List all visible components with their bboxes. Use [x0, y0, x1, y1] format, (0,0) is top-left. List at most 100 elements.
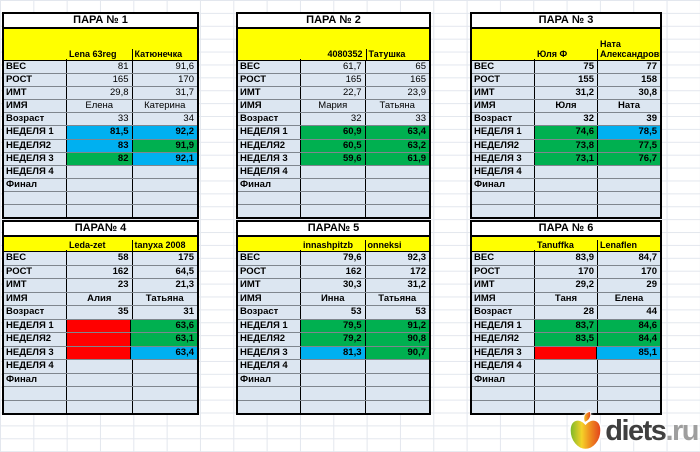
value-cell[interactable]: 23,9 [407, 87, 427, 99]
value-cell[interactable]: 35 [67, 306, 133, 319]
row-label-cell[interactable] [472, 191, 535, 205]
row-label-cell[interactable]: Финал [238, 178, 301, 191]
value-cell[interactable] [366, 387, 430, 400]
value-cell[interactable]: 170 [178, 74, 194, 86]
value-cell[interactable]: 58 [67, 252, 133, 265]
value-cell[interactable] [366, 166, 430, 178]
value-cell[interactable]: 91,6 [175, 61, 195, 72]
row-label-cell[interactable] [238, 191, 301, 205]
value-cell[interactable]: 83,5 [535, 333, 598, 346]
row-label-cell[interactable]: НЕДЕЛЯ 1 [238, 319, 301, 332]
header-corner-cell[interactable] [238, 250, 301, 251]
value-cell[interactable] [133, 360, 198, 373]
row-label-cell[interactable]: ИМЯ [238, 292, 301, 305]
value-cell[interactable]: 91,9 [132, 139, 197, 152]
value-cell[interactable]: 65 [415, 61, 426, 72]
value-cell[interactable]: 81,3 [301, 346, 366, 359]
row-label-cell[interactable]: НЕДЕЛЯ 4 [238, 165, 301, 178]
value-cell[interactable]: 53 [415, 306, 426, 317]
value-cell[interactable]: 31,7 [175, 87, 195, 99]
value-cell[interactable] [67, 333, 131, 346]
row-label-cell[interactable]: ИМЯ [472, 100, 535, 113]
row-label-cell[interactable]: НЕДЕЛЯ2 [238, 333, 301, 346]
row-label-cell[interactable]: ИМТ [238, 87, 301, 100]
value-cell[interactable]: 82 [67, 152, 133, 165]
participant-name-cell[interactable]: Катюнечка [134, 49, 183, 59]
value-cell[interactable] [301, 400, 366, 413]
value-cell[interactable] [366, 205, 430, 217]
row-label-cell[interactable]: Финал [472, 178, 535, 191]
value-cell[interactable] [598, 387, 660, 400]
value-cell[interactable] [67, 373, 133, 386]
value-cell[interactable] [133, 166, 198, 178]
value-cell[interactable]: 61,7 [301, 61, 366, 74]
participant-name-cell[interactable]: Татушка [368, 49, 406, 59]
value-cell[interactable]: 90,8 [365, 333, 429, 346]
row-label-cell[interactable]: ИМТ [4, 87, 67, 100]
row-label-cell[interactable]: НЕДЕЛЯ 1 [472, 126, 535, 139]
value-cell[interactable] [366, 374, 430, 387]
value-cell[interactable] [598, 166, 660, 178]
value-cell[interactable] [535, 346, 597, 359]
value-cell[interactable] [301, 178, 366, 191]
value-cell[interactable] [67, 387, 133, 400]
value-cell[interactable]: 79,6 [301, 252, 366, 265]
value-cell[interactable]: 73,8 [535, 139, 598, 152]
value-cell[interactable] [67, 178, 133, 191]
row-label-cell[interactable]: ВЕС [4, 61, 67, 74]
row-label-cell[interactable]: НЕДЕЛЯ 1 [238, 126, 301, 139]
header-corner-cell[interactable] [472, 59, 535, 60]
participant-name-cell[interactable]: Leda-zet [67, 240, 133, 251]
value-cell[interactable]: 32 [301, 113, 366, 126]
participant-name-cell[interactable]: Tanuffka [535, 240, 598, 251]
value-cell[interactable] [598, 205, 660, 217]
row-label-cell[interactable]: НЕДЕЛЯ 4 [472, 360, 535, 373]
row-label-cell[interactable]: НЕДЕЛЯ2 [472, 333, 535, 346]
value-cell[interactable]: 170 [535, 265, 598, 278]
value-cell[interactable] [301, 205, 366, 218]
row-label-cell[interactable]: ВЕС [238, 61, 301, 74]
row-label-cell[interactable]: Возраст [238, 306, 301, 319]
value-cell[interactable]: 90,7 [365, 346, 429, 359]
value-cell[interactable] [598, 360, 660, 373]
value-cell[interactable]: 60,9 [301, 126, 366, 139]
value-cell[interactable]: 85,1 [596, 346, 660, 359]
value-cell[interactable]: 34 [183, 113, 194, 125]
row-label-cell[interactable]: ИМЯ [238, 100, 301, 113]
value-cell[interactable] [301, 165, 366, 178]
value-cell[interactable] [301, 387, 366, 400]
row-label-cell[interactable]: НЕДЕЛЯ 1 [4, 319, 67, 332]
value-cell[interactable] [366, 192, 430, 204]
row-label-cell[interactable]: НЕДЕЛЯ2 [472, 139, 535, 152]
row-label-cell[interactable]: Возраст [4, 113, 67, 126]
value-cell[interactable] [366, 179, 430, 191]
value-cell[interactable]: 63,4 [365, 126, 429, 139]
row-label-cell[interactable]: ИМТ [238, 279, 301, 292]
value-cell[interactable]: 44 [646, 306, 657, 317]
value-cell[interactable]: 31,2 [407, 279, 427, 290]
participant-name-cell[interactable]: onneksi [367, 240, 402, 250]
value-cell[interactable]: Татьяна [379, 100, 415, 112]
value-cell[interactable]: 30,3 [301, 279, 366, 292]
row-label-cell[interactable]: РОСТ [472, 74, 535, 87]
value-cell[interactable]: 79,5 [301, 319, 366, 332]
value-cell[interactable]: Катерина [144, 100, 186, 112]
value-cell[interactable]: 84,4 [598, 333, 660, 346]
participant-name-cell[interactable]: Ната Александровна [600, 39, 660, 59]
row-label-cell[interactable] [472, 387, 535, 400]
value-cell[interactable]: 83,9 [535, 252, 598, 265]
value-cell[interactable]: 162 [67, 265, 133, 278]
row-label-cell[interactable] [238, 400, 301, 413]
value-cell[interactable]: 84,6 [598, 319, 660, 332]
value-cell[interactable] [67, 400, 133, 413]
row-label-cell[interactable]: РОСТ [238, 74, 301, 87]
header-corner-cell[interactable] [472, 250, 535, 251]
participant-name-cell[interactable]: 4080352 [301, 49, 367, 60]
value-cell[interactable]: 61,9 [365, 152, 429, 165]
value-cell[interactable]: 155 [535, 74, 598, 87]
value-cell[interactable]: 33 [67, 113, 133, 126]
row-label-cell[interactable]: Возраст [472, 306, 535, 319]
row-label-cell[interactable]: РОСТ [4, 74, 67, 87]
value-cell[interactable]: 32 [535, 113, 598, 126]
row-label-cell[interactable]: ИМТ [472, 87, 535, 100]
